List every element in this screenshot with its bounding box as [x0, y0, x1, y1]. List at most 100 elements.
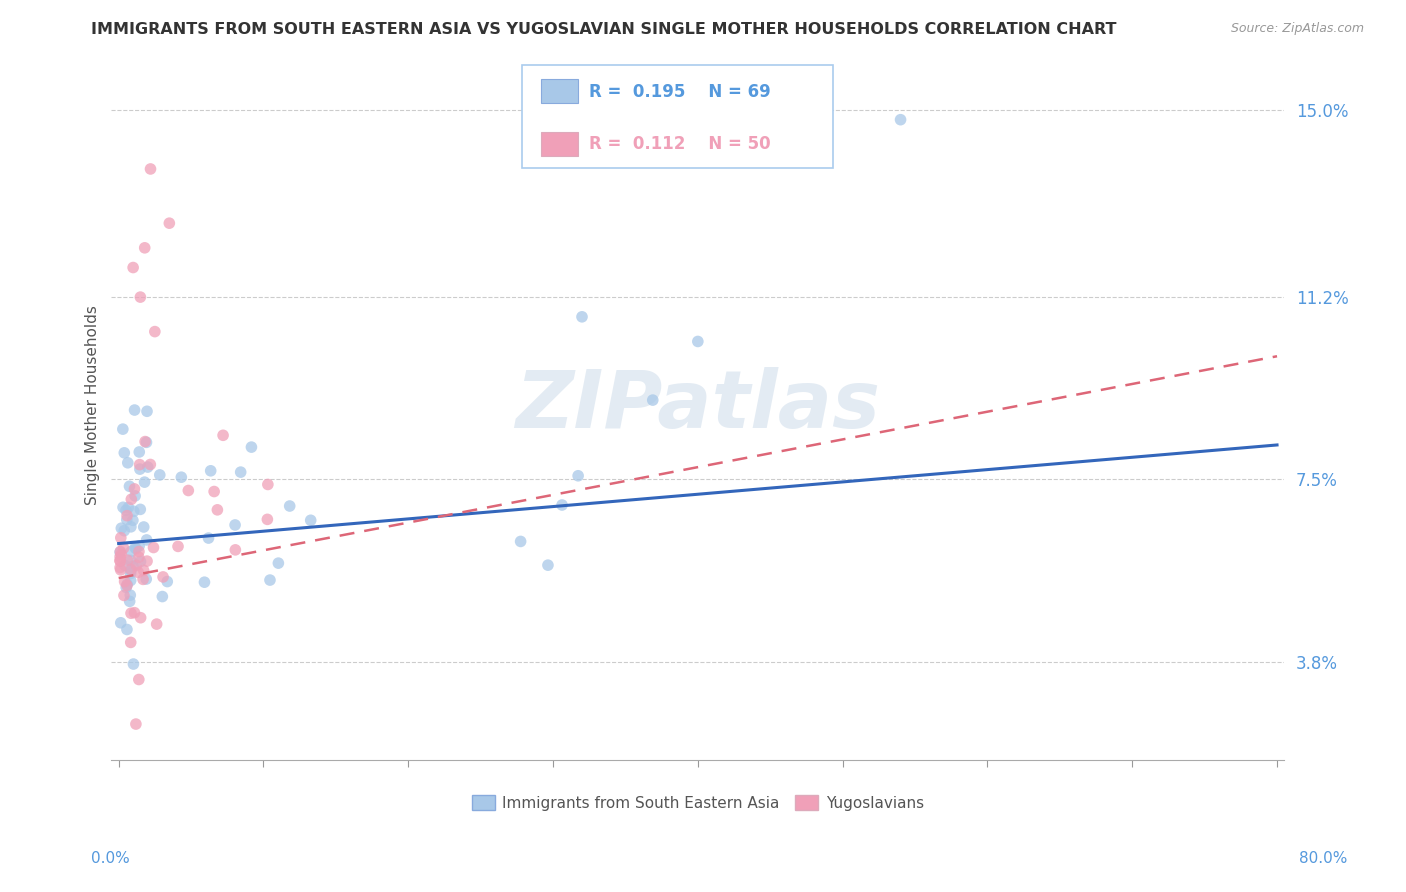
- Point: [115, 503, 138, 517]
- Point: [122, 559, 145, 574]
- Point: [120, 492, 142, 507]
- Point: [125, 558, 148, 573]
- Point: [120, 562, 142, 576]
- Point: [120, 544, 142, 558]
- Point: [509, 534, 531, 549]
- Text: 80.0%: 80.0%: [1299, 852, 1347, 866]
- Point: [132, 563, 155, 577]
- Point: [110, 615, 132, 630]
- Point: [267, 556, 290, 570]
- Point: [128, 544, 150, 558]
- Point: [145, 617, 167, 632]
- Point: [115, 508, 138, 523]
- Point: [128, 539, 150, 553]
- Point: [571, 310, 593, 324]
- Point: [115, 577, 138, 591]
- Text: R =  0.112    N = 50: R = 0.112 N = 50: [589, 136, 770, 153]
- Point: [125, 717, 148, 731]
- Point: [108, 554, 131, 568]
- Point: [110, 547, 132, 561]
- Point: [240, 440, 263, 454]
- Point: [132, 573, 155, 587]
- Point: [212, 428, 235, 442]
- Point: [115, 623, 138, 637]
- Point: [127, 566, 149, 580]
- Point: [125, 541, 148, 556]
- Point: [129, 555, 152, 569]
- Point: [157, 216, 180, 230]
- Point: [257, 477, 280, 491]
- Point: [134, 434, 156, 449]
- FancyBboxPatch shape: [522, 65, 832, 168]
- Point: [299, 513, 322, 527]
- Point: [136, 554, 159, 568]
- Point: [122, 504, 145, 518]
- Point: [143, 325, 166, 339]
- Point: [890, 112, 912, 127]
- Point: [120, 574, 142, 588]
- Point: [124, 606, 146, 620]
- Point: [120, 553, 142, 567]
- Point: [122, 260, 145, 275]
- Point: [197, 531, 219, 545]
- Text: Source: ZipAtlas.com: Source: ZipAtlas.com: [1230, 22, 1364, 36]
- Point: [136, 460, 159, 475]
- Point: [110, 521, 132, 535]
- Point: [115, 513, 138, 527]
- Point: [111, 422, 134, 436]
- Point: [115, 578, 138, 592]
- Point: [134, 475, 156, 490]
- Point: [108, 560, 131, 574]
- Point: [135, 572, 157, 586]
- Point: [124, 541, 146, 555]
- Point: [136, 404, 159, 418]
- Point: [120, 563, 142, 577]
- Point: [112, 524, 135, 538]
- Point: [193, 575, 215, 590]
- Point: [108, 545, 131, 559]
- Point: [108, 549, 131, 564]
- Point: [110, 544, 132, 558]
- Point: [207, 503, 229, 517]
- Text: 0.0%: 0.0%: [91, 852, 131, 866]
- Point: [224, 518, 246, 533]
- Point: [128, 445, 150, 459]
- Point: [110, 563, 132, 577]
- Point: [112, 500, 135, 515]
- Point: [120, 635, 142, 649]
- Point: [115, 581, 138, 595]
- Point: [117, 500, 139, 515]
- Point: [134, 241, 156, 255]
- Point: [177, 483, 200, 498]
- Point: [278, 499, 301, 513]
- Point: [224, 542, 246, 557]
- Point: [122, 657, 145, 671]
- Point: [114, 558, 136, 573]
- Point: [128, 462, 150, 476]
- Point: [118, 594, 141, 608]
- Point: [156, 574, 179, 589]
- Point: [167, 540, 190, 554]
- Legend: Immigrants from South Eastern Asia, Yugoslavians: Immigrants from South Eastern Asia, Yugo…: [465, 789, 929, 816]
- Point: [135, 435, 157, 450]
- Point: [139, 161, 162, 176]
- Point: [132, 520, 155, 534]
- Point: [551, 498, 574, 512]
- Point: [120, 566, 142, 581]
- Point: [686, 334, 709, 349]
- Y-axis label: Single Mother Households: Single Mother Households: [86, 306, 100, 506]
- Text: IMMIGRANTS FROM SOUTH EASTERN ASIA VS YUGOSLAVIAN SINGLE MOTHER HOUSEHOLDS CORRE: IMMIGRANTS FROM SOUTH EASTERN ASIA VS YU…: [91, 22, 1116, 37]
- Point: [139, 458, 162, 472]
- Point: [142, 541, 165, 555]
- Point: [122, 513, 145, 527]
- Point: [120, 606, 142, 620]
- Point: [170, 470, 193, 484]
- Point: [256, 512, 278, 526]
- Point: [128, 673, 150, 687]
- Point: [112, 589, 135, 603]
- Point: [129, 611, 152, 625]
- Point: [229, 465, 252, 479]
- Point: [120, 588, 142, 602]
- Point: [129, 290, 152, 304]
- Point: [124, 489, 146, 503]
